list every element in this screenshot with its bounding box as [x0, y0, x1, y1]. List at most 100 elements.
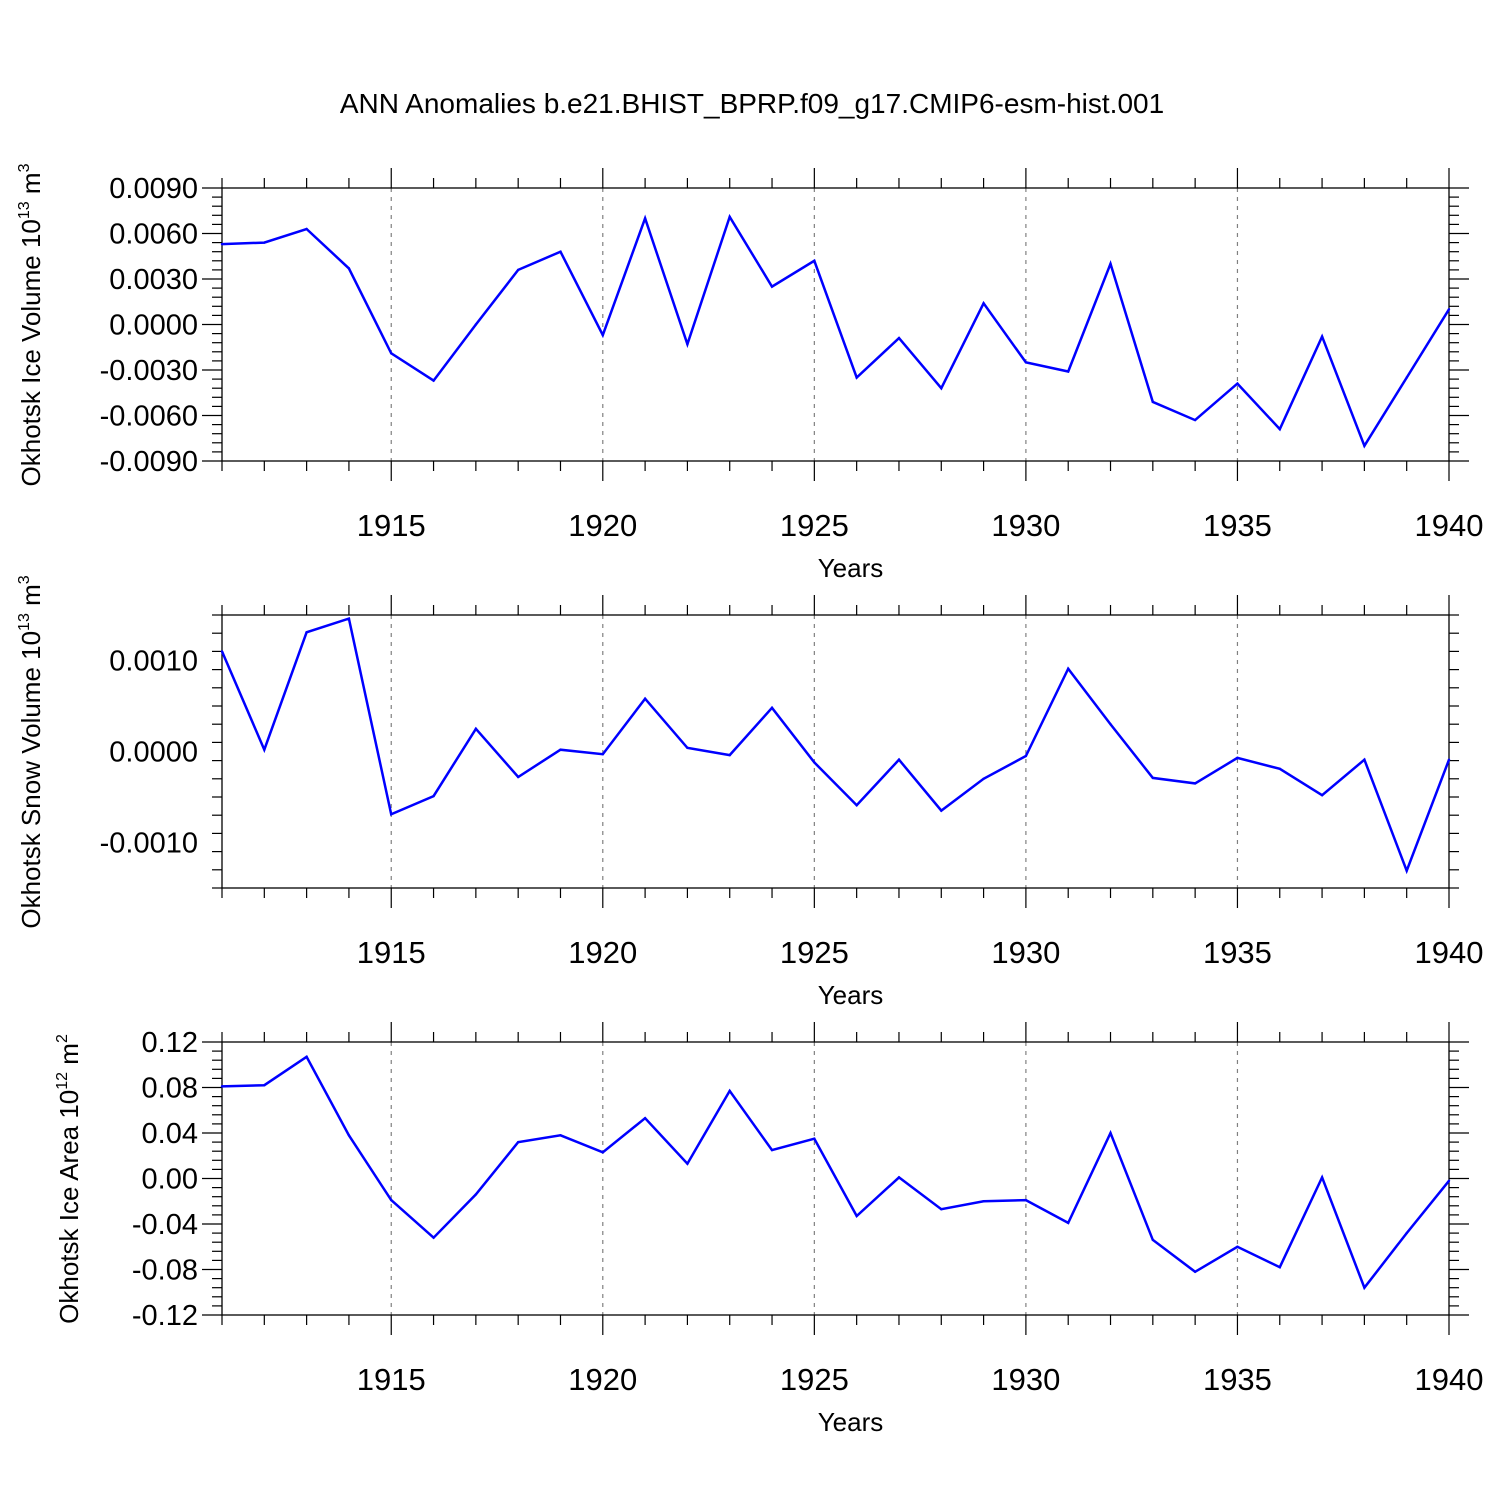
- data-point: [1278, 1266, 1281, 1269]
- data-point: [855, 376, 858, 379]
- y-axis-label: Okhotsk Snow Volume 1013 m3: [16, 575, 46, 928]
- chart-panel-3: 0.12 0.08 0.04 0.00 -0.04 -0.08 -0.12 1915 1920 1…: [54, 1022, 1483, 1437]
- data-point: [516, 1140, 520, 1144]
- data-point: [855, 803, 858, 807]
- data-point: [1067, 370, 1070, 373]
- data-point: [220, 650, 224, 653]
- data-point: [1447, 758, 1451, 761]
- data-point: [347, 1134, 351, 1137]
- data-point: [1320, 1176, 1324, 1179]
- data-point: [686, 1162, 689, 1165]
- y-tick-label: -0.08: [132, 1255, 198, 1287]
- y-tick-label: 0.12: [142, 1027, 198, 1059]
- plot-frame: [221, 614, 1450, 889]
- data-point: [347, 267, 351, 270]
- data-point: [1236, 382, 1239, 385]
- data-point: [305, 631, 308, 634]
- x-tick-label: 1920: [568, 1362, 637, 1397]
- data-point: [347, 617, 351, 620]
- y-tick-label: 0.0000: [109, 310, 198, 342]
- data-point: [982, 777, 985, 780]
- x-tick-label: 1915: [357, 508, 426, 543]
- data-point: [1363, 444, 1366, 448]
- x-tick-label: 1930: [991, 935, 1060, 970]
- data-point: [897, 1176, 901, 1179]
- data-point: [1109, 1131, 1112, 1135]
- data-point: [728, 215, 731, 219]
- x-tick-label: 1935: [1203, 935, 1272, 970]
- y-tick-label: 0.0010: [109, 646, 198, 678]
- y-tick-label: -0.04: [132, 1209, 198, 1241]
- data-point: [1151, 400, 1155, 404]
- y-tick-label: -0.0090: [100, 446, 198, 478]
- y-tick-label: -0.0030: [100, 355, 198, 387]
- data-point: [728, 753, 731, 757]
- x-axis-label: Years: [818, 553, 884, 583]
- data-point: [474, 727, 478, 730]
- x-tick-label: 1940: [1415, 508, 1484, 543]
- data-point: [1236, 756, 1239, 760]
- data-point: [1151, 776, 1155, 780]
- chart-title: ANN Anomalies b.e21.BHIST_BPRP.f09_g17.C…: [340, 88, 1164, 119]
- data-point: [1447, 308, 1451, 311]
- data-point: [1024, 1198, 1028, 1202]
- data-point: [516, 775, 520, 779]
- data-point: [686, 746, 689, 750]
- data-point: [1320, 793, 1324, 797]
- data-point: [813, 259, 816, 262]
- data-point: [220, 1085, 224, 1088]
- data-point: [643, 217, 647, 220]
- data-point: [263, 241, 266, 244]
- x-tick-label: 1915: [357, 1362, 426, 1397]
- data-point: [390, 1198, 393, 1202]
- data-point: [1109, 262, 1112, 266]
- y-tick-label: 0.04: [142, 1118, 198, 1150]
- data-point: [474, 323, 478, 326]
- y-tick-label: 0.0000: [109, 737, 198, 769]
- data-point: [1320, 335, 1324, 338]
- series-line: [221, 1054, 1450, 1291]
- data-point: [982, 302, 985, 305]
- data-point: [559, 250, 562, 253]
- x-axis-label: Years: [818, 1407, 884, 1437]
- chart-panel-1: 0.0090 0.0060 0.0030 0.0000 -0.0030 -0.0060 -0…: [16, 163, 1483, 583]
- x-tick-label: 1925: [780, 935, 849, 970]
- data-point: [1193, 782, 1197, 785]
- data-point: [940, 1208, 943, 1211]
- chart-panels: 0.0090 0.0060 0.0030 0.0000 -0.0030 -0.0060 -0…: [16, 163, 1483, 1437]
- data-point: [1278, 427, 1281, 431]
- data-point: [643, 697, 647, 700]
- data-point: [1067, 1221, 1070, 1225]
- y-tick-label: 0.08: [142, 1073, 198, 1105]
- x-tick-label: 1915: [357, 935, 426, 970]
- x-tick-label: 1925: [780, 1362, 849, 1397]
- data-point: [897, 336, 901, 340]
- data-point: [1278, 767, 1281, 770]
- data-point: [559, 1134, 562, 1137]
- data-point: [770, 285, 774, 288]
- data-point: [474, 1193, 478, 1196]
- data-point: [982, 1200, 985, 1203]
- data-point: [1405, 869, 1408, 872]
- data-point: [601, 1151, 604, 1154]
- data-point: [1024, 754, 1028, 758]
- data-point: [432, 1236, 435, 1239]
- data-point: [940, 387, 943, 390]
- x-tick-label: 1935: [1203, 1362, 1272, 1397]
- y-tick-label: -0.0060: [100, 401, 198, 433]
- data-point: [1447, 1179, 1451, 1182]
- chart-panel-2: 0.0010 0.0000 -0.0010 1915 1920 1925 1930 1935 1…: [16, 575, 1483, 1010]
- data-point: [601, 333, 604, 337]
- data-point: [686, 343, 689, 346]
- data-point: [432, 379, 435, 382]
- data-point: [770, 706, 774, 710]
- data-point: [1405, 376, 1408, 379]
- data-point: [813, 761, 816, 764]
- data-point: [390, 813, 393, 816]
- x-tick-label: 1940: [1415, 935, 1484, 970]
- x-tick-label: 1920: [568, 508, 637, 543]
- y-tick-label: 0.0060: [109, 219, 198, 251]
- x-tick-label: 1940: [1415, 1362, 1484, 1397]
- x-tick-label: 1935: [1203, 508, 1272, 543]
